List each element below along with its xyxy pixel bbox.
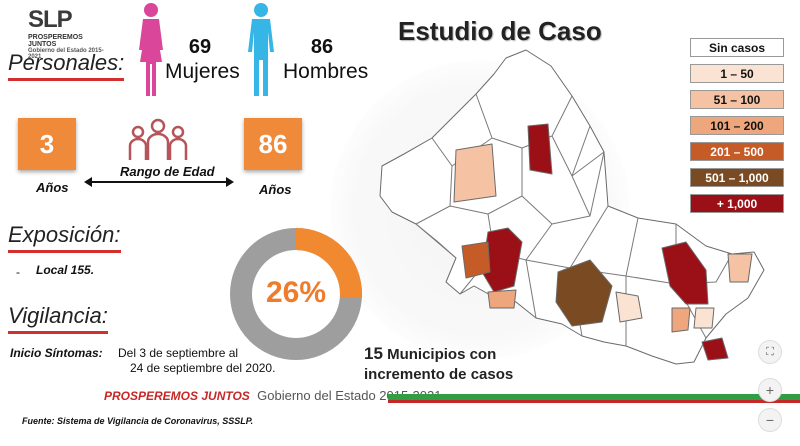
- legend-label: + 1,000: [716, 196, 758, 211]
- region-501-1000: [555, 259, 613, 327]
- percentage-donut: [230, 228, 362, 360]
- age-max-unit: Años: [259, 182, 292, 197]
- legend-label: 51 – 100: [713, 92, 761, 107]
- donut-label: 26%: [265, 276, 327, 309]
- men-label: Hombres: [283, 60, 369, 83]
- personales-title: Personales:: [8, 50, 125, 81]
- vigilancia-line1: Del 3 de septiembre al: [118, 346, 239, 360]
- legend-label: Sin casos: [708, 40, 766, 55]
- female-figure-icon: [139, 3, 163, 96]
- region-1000-plus-c: [661, 241, 709, 305]
- state-municipal-map: [379, 49, 765, 365]
- region-1-50-b: [693, 307, 715, 329]
- footer-brand: PROSPEREMOS JUNTOS: [104, 389, 250, 403]
- zoom-in-button[interactable]: +: [758, 378, 782, 402]
- legend-item: 51 – 100: [690, 90, 784, 109]
- male-figure-icon: [248, 3, 274, 96]
- age-range-label: Rango de Edad: [120, 164, 215, 179]
- age-max-box: 86: [244, 118, 302, 170]
- municipios-line1: Municipios con: [387, 346, 497, 363]
- legend-item: 501 – 1,000: [690, 168, 784, 187]
- vigilancia-title: Vigilancia:: [8, 303, 108, 334]
- footer-stripe: [388, 394, 800, 403]
- women-label: Mujeres: [165, 60, 240, 83]
- region-1-50-a: [615, 291, 643, 323]
- logo-mark: SLP: [28, 6, 73, 33]
- slp-logo: SLP PROSPEREMOS JUNTOS Gobierno del Esta…: [28, 6, 110, 60]
- exposicion-title: Exposición:: [8, 222, 121, 253]
- municipios-number: 15: [364, 344, 383, 363]
- donut-fill-arc: [230, 228, 362, 360]
- region-101-200-a: [453, 143, 497, 203]
- footer-source: Fuente: Sistema de Vigilancia de Coronav…: [22, 416, 254, 426]
- legend-item: + 1,000: [690, 194, 784, 213]
- exposicion-item: Local 155.: [36, 263, 95, 277]
- map-legend: Sin casos 1 – 50 51 – 100 101 – 200 201 …: [690, 38, 784, 220]
- legend-label: 101 – 200: [710, 118, 764, 133]
- double-arrow-icon: [84, 177, 234, 187]
- region-101-200-b: [487, 289, 517, 309]
- region-1000-plus-d: [701, 337, 729, 361]
- logo-tagline: PROSPEREMOS JUNTOS: [28, 34, 83, 48]
- region-1000-plus-a: [527, 123, 553, 175]
- logo-subtitle: Gobierno del Estado 2015-2021: [28, 48, 104, 60]
- municipios-text: 15 Municipios con incremento de casos: [364, 344, 513, 383]
- municipios-line2: incremento de casos: [364, 366, 514, 383]
- legend-item: 1 – 50: [690, 64, 784, 83]
- women-count: 69: [188, 36, 212, 58]
- vigilancia-label: Inicio Síntomas:: [10, 346, 103, 360]
- vigilancia-line2: 24 de septiembre del 2020.: [130, 361, 276, 375]
- legend-item: 101 – 200: [690, 116, 784, 135]
- legend-label: 201 – 500: [710, 144, 764, 159]
- age-min-box: 3: [18, 118, 76, 170]
- expand-button[interactable]: ⛶: [758, 340, 782, 364]
- group-people-icon: [128, 118, 188, 160]
- legend-label: 501 – 1,000: [705, 170, 769, 185]
- headline: Estudio de Caso: [398, 16, 602, 46]
- map-outline: [379, 49, 765, 365]
- legend-label: 1 – 50: [720, 66, 754, 81]
- age-min-unit: Años: [36, 180, 69, 195]
- exposicion-bullet: -: [16, 265, 20, 279]
- region-101-200-c: [727, 253, 753, 283]
- legend-item: Sin casos: [690, 38, 784, 57]
- men-count: 86: [310, 36, 334, 58]
- zoom-out-button[interactable]: −: [758, 408, 782, 432]
- legend-item: 201 – 500: [690, 142, 784, 161]
- region-101-200-d: [671, 307, 691, 333]
- region-201-500-a: [461, 241, 491, 279]
